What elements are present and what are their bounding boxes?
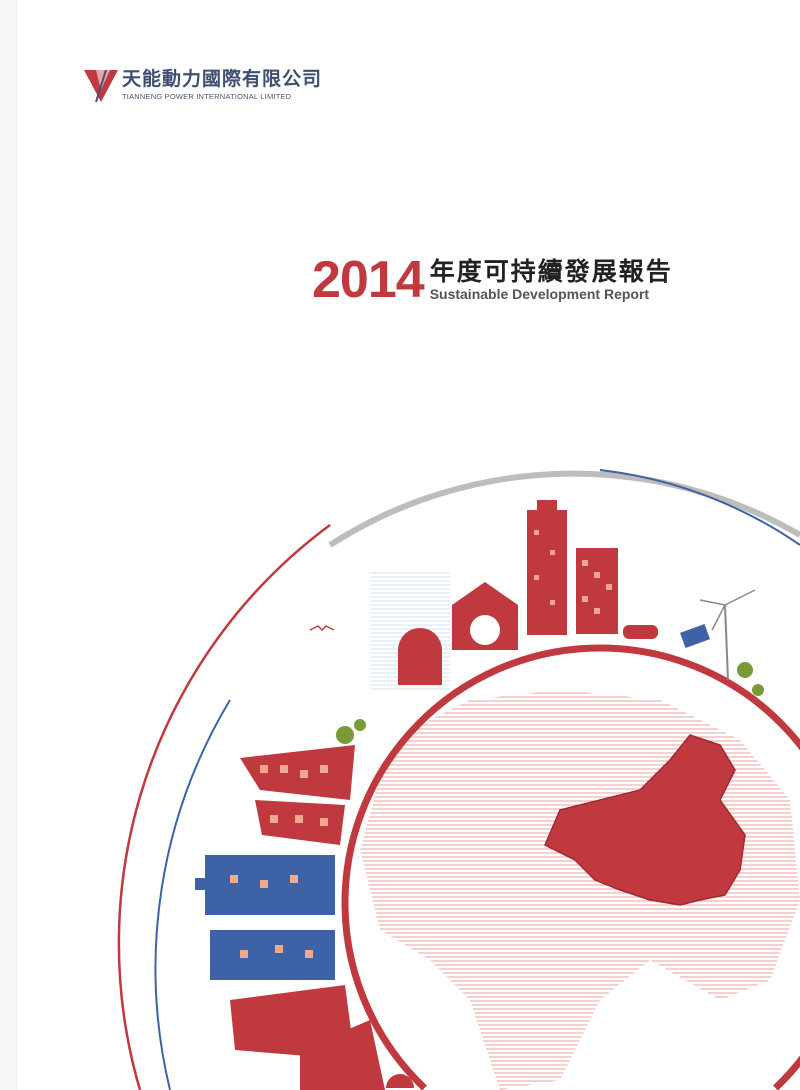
book-spine: [0, 0, 17, 1090]
china-map: [544, 734, 746, 906]
company-name-en: TIANNENG POWER INTERNATIONAL LIMITED: [122, 92, 292, 101]
report-title-en: Sustainable Development Report: [429, 286, 650, 302]
grey-arc: [328, 470, 800, 548]
globe-outline: [341, 644, 800, 1090]
company-name-cn: 天能動力國際有限公司: [122, 68, 323, 90]
blue-arc: [599, 469, 800, 546]
skyline-left: [195, 625, 414, 1090]
blue-arc-left: [154, 699, 231, 1090]
skyline-top: [398, 500, 764, 696]
report-year: 2014: [312, 251, 425, 309]
globe: [345, 650, 800, 1090]
red-arc: [117, 523, 331, 1090]
company-logo: 天能動力國際有限公司 TIANNENG POWER INTERNATIONAL …: [84, 68, 322, 104]
report-title: 2014 年度可持續發展報告 Sustainable Development R…: [312, 254, 673, 306]
company-logo-mark-icon: [84, 69, 118, 103]
report-title-cn: 年度可持續發展報告: [429, 257, 673, 286]
